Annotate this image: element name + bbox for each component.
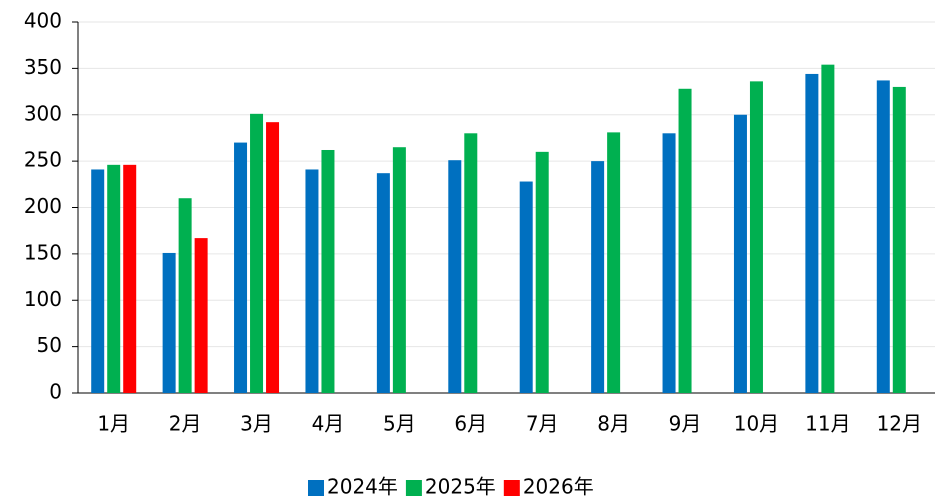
bar bbox=[266, 122, 280, 394]
bar bbox=[892, 86, 906, 394]
bar bbox=[749, 81, 763, 394]
y-tick-label: 0 bbox=[49, 380, 62, 404]
y-tick-label: 350 bbox=[24, 55, 62, 79]
bar bbox=[234, 142, 248, 393]
bar bbox=[821, 64, 835, 393]
bar bbox=[733, 114, 747, 393]
x-tick-label: 7月 bbox=[526, 412, 559, 436]
x-tick-label: 10月 bbox=[734, 412, 779, 436]
bar bbox=[162, 252, 176, 393]
x-tick-label: 1月 bbox=[97, 412, 130, 436]
bar bbox=[535, 151, 549, 393]
bar bbox=[194, 238, 208, 393]
legend-label: 2025年 bbox=[425, 475, 496, 499]
y-tick-label: 400 bbox=[24, 9, 62, 33]
bar bbox=[464, 133, 478, 394]
bar bbox=[392, 147, 406, 393]
bar bbox=[662, 133, 676, 394]
bar bbox=[805, 73, 819, 393]
bar bbox=[678, 88, 692, 393]
bar bbox=[876, 80, 890, 394]
x-tick-label: 8月 bbox=[597, 412, 630, 436]
legend-swatch bbox=[308, 480, 324, 496]
bar bbox=[250, 113, 264, 393]
x-tick-label: 5月 bbox=[383, 412, 416, 436]
x-tick-label: 6月 bbox=[454, 412, 487, 436]
x-tick-label: 12月 bbox=[877, 412, 922, 436]
bar bbox=[607, 132, 621, 393]
x-tick-label: 4月 bbox=[312, 412, 345, 436]
legend-label: 2024年 bbox=[327, 475, 398, 499]
legend-swatch bbox=[503, 480, 520, 496]
y-tick-label: 100 bbox=[24, 287, 62, 311]
bar bbox=[178, 198, 192, 393]
y-tick-label: 250 bbox=[24, 148, 62, 172]
legend-label: 2026年 bbox=[523, 475, 594, 499]
legend-swatch bbox=[405, 480, 422, 496]
bar bbox=[591, 161, 605, 393]
bar bbox=[107, 164, 121, 393]
bar bbox=[448, 160, 462, 393]
y-tick-label: 150 bbox=[24, 240, 62, 264]
bar bbox=[123, 164, 137, 393]
y-tick-label: 300 bbox=[24, 101, 62, 125]
x-tick-label: 9月 bbox=[669, 412, 702, 436]
bar bbox=[321, 149, 335, 393]
bar bbox=[519, 181, 533, 393]
bar bbox=[376, 173, 390, 393]
x-tick-label: 3月 bbox=[240, 412, 273, 436]
bar bbox=[305, 169, 319, 393]
y-tick-label: 200 bbox=[24, 194, 62, 218]
x-tick-label: 11月 bbox=[805, 412, 850, 436]
x-tick-label: 2月 bbox=[169, 412, 202, 436]
y-tick-label: 50 bbox=[37, 333, 62, 357]
bar bbox=[91, 169, 105, 393]
